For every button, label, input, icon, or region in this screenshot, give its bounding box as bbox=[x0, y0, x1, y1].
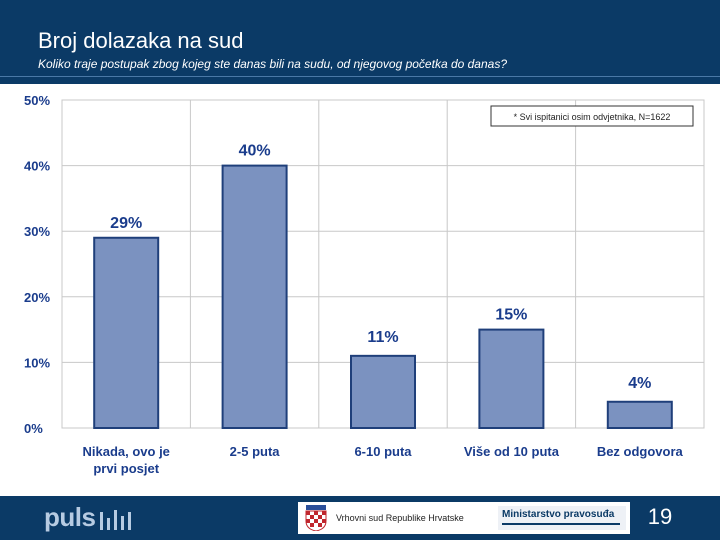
bar-chart: 0% 10% 20% 30% 40% 50% 29% Nikada, ovo je prvi p… bbox=[24, 93, 705, 476]
header-divider bbox=[0, 76, 720, 77]
y-tick-label: 10% bbox=[24, 355, 50, 370]
bars bbox=[93, 164, 673, 430]
ministry-logo: Ministarstvo pravosuđa bbox=[498, 506, 626, 530]
puls-logo: puls bbox=[44, 502, 96, 532]
bar bbox=[93, 236, 160, 429]
y-tick-label: 50% bbox=[24, 93, 50, 108]
ministry-underline bbox=[502, 523, 620, 525]
chart-note: * Svi ispitanici osim odvjetnika, N=1622 bbox=[514, 112, 671, 122]
x-tick-label: Nikada, ovo je prvi posjet bbox=[82, 444, 169, 476]
footer-bar: puls Vrhovni sud Republike Hrvatske Mini… bbox=[0, 496, 720, 540]
y-tick-label: 20% bbox=[24, 290, 50, 305]
y-tick-label: 40% bbox=[24, 159, 50, 174]
bar bbox=[478, 328, 545, 430]
ministry-name: Ministarstvo pravosuđa bbox=[502, 509, 615, 520]
x-tick-label: Bez odgovora bbox=[597, 444, 684, 459]
x-tick-label: 2-5 puta bbox=[230, 444, 281, 459]
chart-note-box bbox=[490, 105, 694, 127]
page-number: 19 bbox=[647, 504, 673, 529]
y-tick-label: 30% bbox=[24, 224, 50, 239]
x-tick-label: Više od 10 puta bbox=[464, 444, 560, 459]
bar-value-label: 11% bbox=[367, 329, 398, 346]
bar bbox=[221, 164, 288, 429]
bar bbox=[350, 354, 416, 429]
bar-value-label: 29% bbox=[110, 215, 142, 232]
government-logos: Vrhovni sud Republike Hrvatske Ministars… bbox=[298, 502, 630, 534]
bar bbox=[606, 400, 673, 430]
croatian-coat-of-arms-icon bbox=[305, 505, 327, 531]
labels: 0% 10% 20% 30% 40% 50% 29% Nikada, ovo je prvi p… bbox=[24, 93, 684, 476]
bar-value-label: 40% bbox=[239, 143, 271, 160]
court-name: Vrhovni sud Republike Hrvatske bbox=[336, 513, 464, 523]
bar-value-label: 15% bbox=[495, 307, 527, 324]
y-tick-label: 0% bbox=[24, 421, 43, 436]
page-subtitle: Koliko traje postupak zbog kojeg ste dan… bbox=[38, 57, 507, 71]
page-title: Broj dolazaka na sud bbox=[38, 28, 244, 53]
x-tick-label: 6-10 puta bbox=[354, 444, 412, 459]
header-bar: Broj dolazaka na sud Koliko traje postup… bbox=[0, 0, 720, 84]
bar-value-label: 4% bbox=[628, 375, 651, 392]
signal-bars-icon bbox=[100, 510, 131, 530]
